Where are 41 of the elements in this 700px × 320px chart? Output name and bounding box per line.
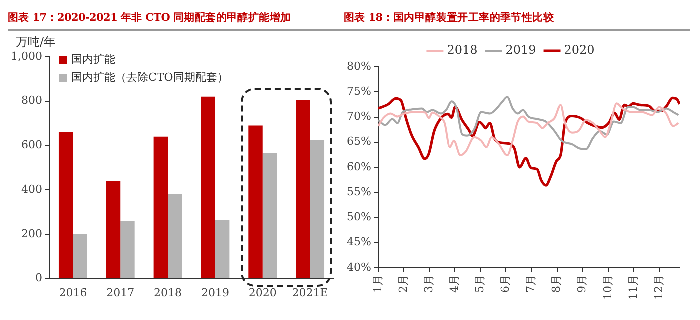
x-tick-label: 2017 <box>106 286 135 300</box>
x-tick-label: 12月 <box>652 275 666 300</box>
legend-label: 2018 <box>447 43 478 58</box>
x-tick-label: 7月 <box>524 275 538 294</box>
x-tick-label: 6月 <box>499 275 512 294</box>
x-tick-label: 3月 <box>422 275 436 294</box>
y-tick-label: 200 <box>21 227 42 240</box>
chart-title: 图表 17：2020-2021 年非 CTO 同期配套的甲醇扩能增加 <box>8 8 344 31</box>
legend-label: 国内扩能（去除CTO同期配套） <box>71 71 228 84</box>
y-tick-label: 600 <box>21 138 42 152</box>
x-tick-label: 2021E <box>292 286 328 300</box>
legend-label: 2020 <box>564 43 595 58</box>
x-tick-label: 2018 <box>154 286 182 300</box>
x-tick-label: 2019 <box>201 286 230 300</box>
x-tick-label: 5月 <box>474 275 487 294</box>
y-tick-label: 1,000 <box>10 50 42 63</box>
x-tick-label: 11月 <box>626 275 640 300</box>
x-tick-label: 1月 <box>371 275 384 294</box>
y-tick-label: 800 <box>21 94 42 108</box>
y-tick-label: 45% <box>346 236 372 249</box>
y-tick-label: 80% <box>346 60 372 73</box>
y-tick-label: 65% <box>346 135 372 148</box>
legend-label: 国内扩能 <box>71 53 116 66</box>
legend-label: 2019 <box>506 43 536 58</box>
y-tick-label: 75% <box>346 84 372 98</box>
y-tick-label: 60% <box>346 160 372 174</box>
chart-title: 图表 18：国内甲醇装置开工率的季节性比较 <box>344 8 690 31</box>
x-tick-label: 9月 <box>576 275 589 294</box>
y-tick-label: 55% <box>346 185 372 198</box>
y-tick-label: 400 <box>21 182 42 196</box>
y-tick-label: 50% <box>346 210 372 224</box>
y-tick-label: 70% <box>346 110 372 124</box>
y-tick-label: 0 <box>35 272 42 285</box>
x-tick-label: 10月 <box>601 275 614 300</box>
x-tick-label: 8月 <box>550 275 564 294</box>
x-tick-label: 2020 <box>248 286 277 300</box>
y-tick-label: 40% <box>346 260 372 274</box>
x-tick-label: 2月 <box>396 275 410 294</box>
y-axis-title: 万吨/年 <box>16 35 56 50</box>
x-tick-label: 4月 <box>448 275 461 294</box>
x-tick-label: 2016 <box>59 286 88 300</box>
